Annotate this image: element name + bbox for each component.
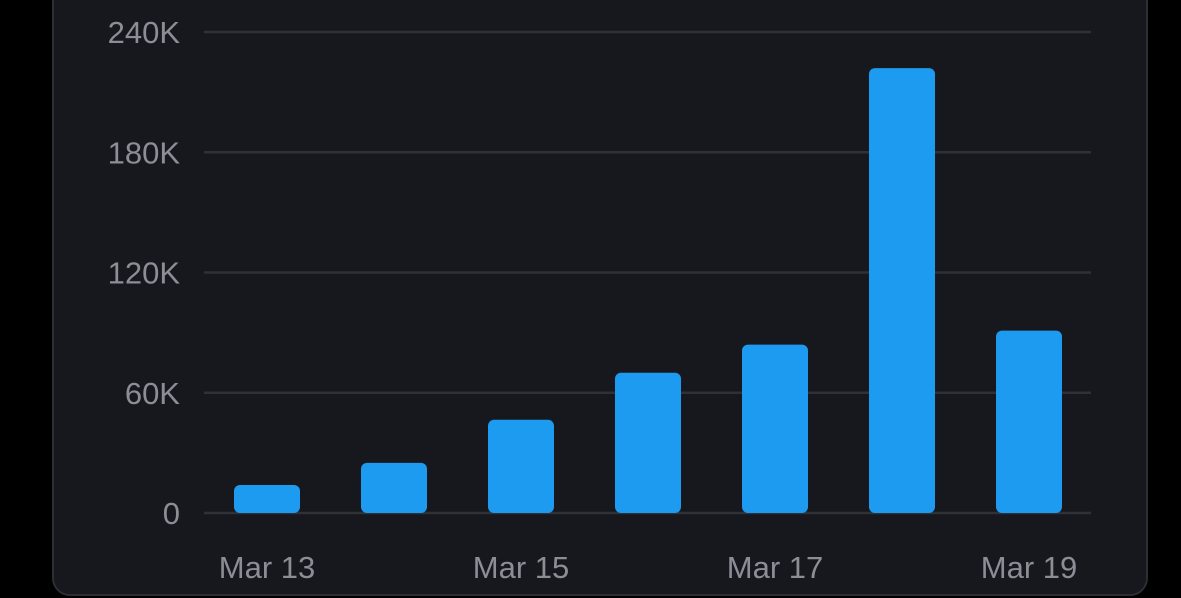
x-tick-label: Mar 19 (981, 550, 1077, 585)
y-tick-label: 180K (108, 135, 181, 170)
bar[interactable] (742, 344, 808, 513)
bar[interactable] (488, 419, 554, 513)
y-tick-label: 120K (108, 256, 181, 291)
x-tick-label: Mar 17 (727, 550, 823, 585)
y-tick-label: 240K (108, 15, 181, 50)
bars (234, 68, 1062, 513)
y-tick-label: 0 (163, 496, 180, 531)
bar[interactable] (361, 462, 427, 513)
y-axis-ticks: 0 60K 120K 180K 240K (108, 15, 181, 531)
bar[interactable] (615, 372, 681, 513)
x-axis-ticks: Mar 13 Mar 15 Mar 17 Mar 19 (219, 550, 1077, 585)
x-tick-label: Mar 13 (219, 550, 315, 585)
bar[interactable] (869, 68, 935, 513)
bar[interactable] (234, 484, 300, 513)
bar[interactable] (996, 330, 1062, 513)
y-tick-label: 60K (125, 376, 180, 411)
x-tick-label: Mar 15 (473, 550, 569, 585)
